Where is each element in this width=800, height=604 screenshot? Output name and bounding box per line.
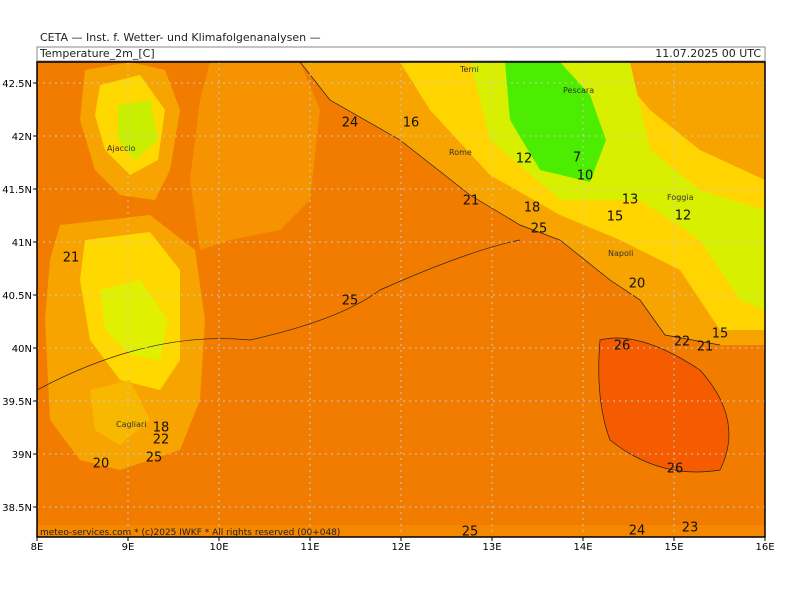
isotherm [598, 337, 730, 473]
contour-label: 23 [682, 521, 699, 536]
city-label: Cagliari [116, 420, 146, 429]
contour-label: 12 [516, 152, 533, 167]
y-tick-label: 42N [12, 132, 32, 143]
city-label: Pescara [563, 86, 594, 95]
contour-label: 15 [712, 327, 729, 342]
contour-label: 21 [63, 251, 80, 266]
x-tick-label: 15E [664, 542, 683, 553]
warm-pool [598, 338, 729, 472]
contour-label: 7 [573, 151, 581, 166]
y-tick-label: 41.5N [2, 185, 32, 196]
city-label: Ajaccio [107, 144, 136, 153]
y-tick-label: 42.5N [2, 79, 32, 90]
contour-label: 26 [667, 462, 684, 477]
contour-label: 10 [577, 169, 594, 184]
x-tick-label: 10E [209, 542, 228, 553]
contour-label: 18 [524, 201, 541, 216]
header-bar [36, 46, 766, 62]
graticule [37, 62, 765, 537]
contour-label: 25 [531, 222, 548, 237]
y-tick-label: 41N [12, 238, 32, 249]
x-tick-label: 11E [300, 542, 319, 553]
y-tick-label: 38.5N [2, 503, 32, 514]
contour-label: 24 [629, 524, 646, 539]
contour-label: 21 [463, 194, 480, 209]
valid-time: 11.07.2025 00 UTC [655, 47, 761, 60]
corsica-core [118, 100, 158, 160]
x-tick-label: 16E [755, 542, 774, 553]
city-label: Napoli [608, 249, 633, 258]
y-tick-label: 40.5N [2, 291, 32, 302]
contour-label: 15 [607, 210, 624, 225]
contour-label: 25 [462, 525, 479, 540]
city-label: Terni [459, 65, 479, 74]
y-tick-label: 40N [12, 344, 32, 355]
contour-label: 22 [153, 433, 170, 448]
contour-label: 18 [153, 421, 170, 436]
y-tick-label: 39.5N [2, 397, 32, 408]
contour-label: 26 [614, 339, 631, 354]
copyright: meteo-services.com * (c)2025 IWKF * All … [40, 528, 340, 538]
contour-label: 24 [342, 116, 359, 131]
contour-label: 16 [403, 116, 420, 131]
x-tick-label: 12E [391, 542, 410, 553]
field-name: Temperature_2m_[C] [39, 47, 155, 60]
contour-label: 20 [629, 277, 646, 292]
contour-label: 21 [697, 340, 714, 355]
contour-label: 13 [622, 193, 639, 208]
x-tick-label: 14E [573, 542, 592, 553]
contour-label: 22 [674, 335, 691, 350]
contour-label: 25 [146, 451, 163, 466]
contour-label: 20 [93, 457, 110, 472]
apennines-green [505, 62, 606, 182]
isotherm [37, 239, 521, 391]
city-label: Foggia [667, 193, 694, 202]
x-tick-label: 9E [122, 542, 135, 553]
isotherm [299, 62, 721, 346]
x-tick-label: 13E [482, 542, 501, 553]
city-label: Rome [449, 148, 472, 157]
temperature-field [37, 62, 765, 537]
y-tick-label: 39N [12, 450, 32, 461]
header-title: CETA — Inst. f. Wetter- und Klimafolgena… [40, 31, 321, 44]
warm-band [190, 62, 320, 250]
contour-label: 12 [675, 209, 692, 224]
sardinia-core [100, 280, 168, 360]
contour-label: 25 [342, 294, 359, 309]
x-tick-label: 8E [31, 542, 44, 553]
sardinia-south [90, 380, 150, 445]
